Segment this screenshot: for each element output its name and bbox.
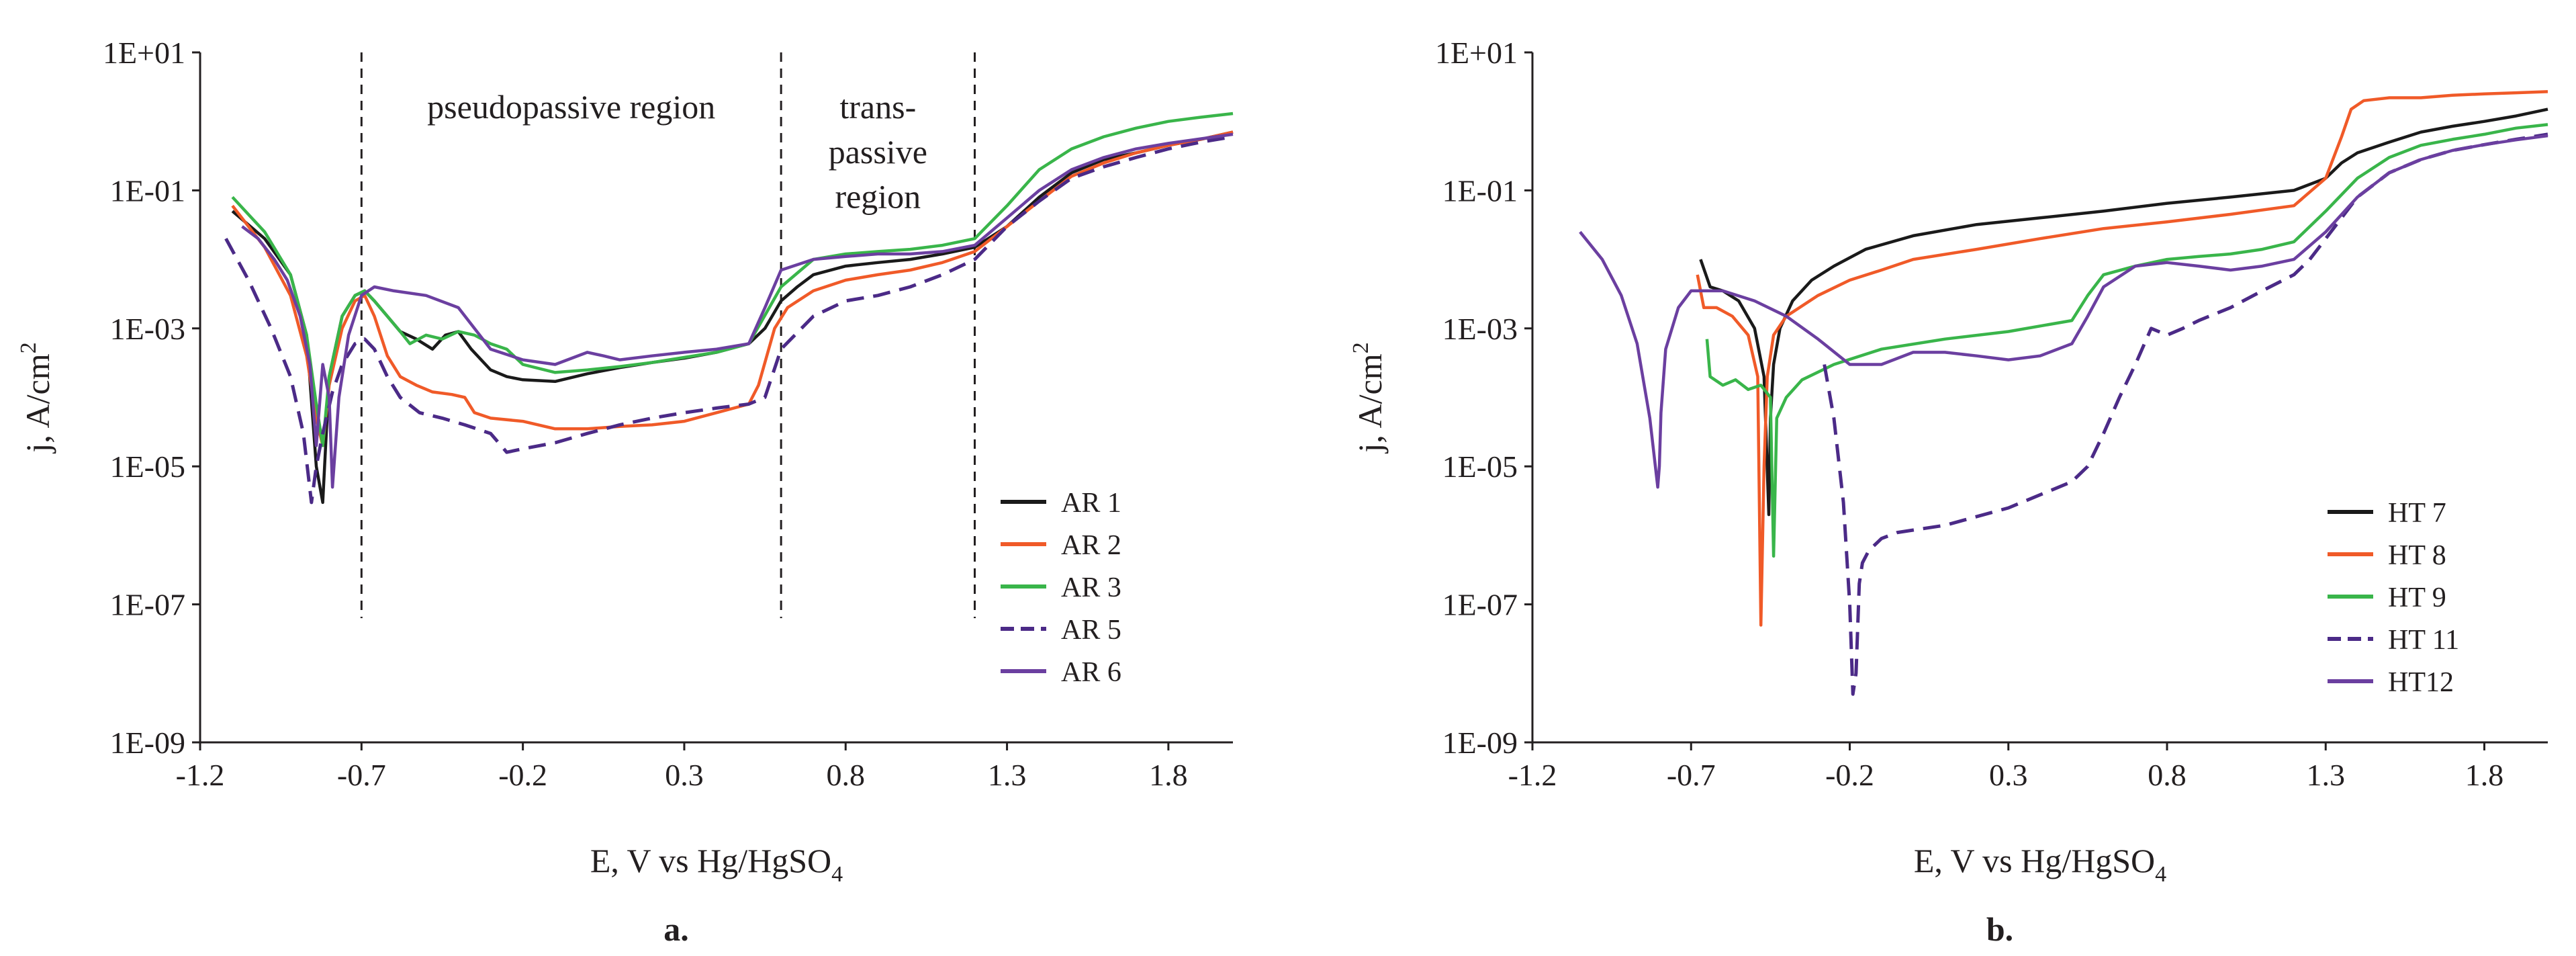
- legend-label: HT 7: [2388, 498, 2446, 529]
- series-line-ar-6: [241, 132, 1234, 489]
- y-axis-label-superscript: 2: [1348, 342, 1373, 353]
- x-axis-label-main: E, V vs Hg/HgSO: [1914, 842, 2155, 879]
- x-tick-label: 1.3: [988, 758, 1027, 792]
- region-annotation: pseudopassive region: [427, 88, 715, 126]
- panel-label-b: b.: [1986, 910, 2013, 948]
- legend-label: AR 6: [1061, 657, 1121, 688]
- x-axis-label: E, V vs Hg/HgSO4: [1914, 842, 2166, 887]
- y-tick-label: 1E+01: [103, 36, 185, 70]
- y-tick-label: 1E-07: [1442, 588, 1518, 622]
- x-tick-label: 0.3: [1989, 758, 2028, 792]
- y-tick-label: 1E+01: [1435, 36, 1518, 70]
- x-tick-label: -1.2: [1508, 758, 1557, 792]
- x-tick-label: -1.2: [176, 758, 225, 792]
- series-line-ht-9: [1705, 123, 2548, 558]
- series-line-ht12: [1579, 134, 2548, 489]
- x-tick-label: 1.8: [1149, 758, 1188, 792]
- y-axis-label-main: j, A/cm: [19, 353, 56, 453]
- x-tick-label: 0.8: [827, 758, 866, 792]
- legend-label: HT 9: [2388, 582, 2446, 613]
- series-line-ar-1: [231, 130, 1234, 505]
- series-line-ht-7: [1699, 107, 2548, 517]
- legend-label: AR 5: [1061, 615, 1121, 646]
- y-tick-label: 1E-03: [1442, 312, 1518, 346]
- x-tick-label: -0.2: [498, 758, 547, 792]
- x-tick-label: 1.8: [2465, 758, 2504, 792]
- x-axis-label-subscript: 4: [831, 862, 843, 887]
- x-axis-label: E, V vs Hg/HgSO4: [590, 842, 843, 887]
- chart-panel-b: -1.2 -0.7 -0.2 0.3 0.8 1.3 1.8 1E-09 1E-07 1E-05 1…: [1348, 36, 2548, 948]
- y-axis-label-superscript: 2: [16, 342, 41, 353]
- legend-label: HT 11: [2388, 625, 2459, 656]
- y-tick-label: 1E-01: [1442, 173, 1518, 208]
- chart-panel-a: -1.2 -0.7 -0.2 0.3 0.8 1.3 1.8 1E-09 1E-07 1E-05 1…: [16, 36, 1234, 948]
- series-line-ar-5: [224, 135, 1234, 505]
- y-tick-label: 1E-05: [1442, 449, 1518, 484]
- y-tick-label: 1E-07: [110, 588, 185, 622]
- x-tick-label: 1.3: [2307, 758, 2346, 792]
- x-tick-label: 0.8: [2148, 758, 2187, 792]
- y-tick-label: 1E-05: [110, 449, 185, 484]
- series-line-ht-8: [1696, 90, 2548, 627]
- x-axis-label-subscript: 4: [2155, 862, 2166, 887]
- legend-label: HT12: [2388, 667, 2454, 698]
- legend-label: AR 2: [1061, 530, 1121, 561]
- panel-label-a: a.: [663, 910, 689, 948]
- x-tick-label: -0.7: [1667, 758, 1716, 792]
- region-annotation: trans-: [839, 88, 916, 126]
- series-line-ar-3: [231, 112, 1234, 447]
- y-tick-label: 1E-09: [1442, 726, 1518, 760]
- x-axis-label-main: E, V vs Hg/HgSO: [590, 842, 831, 879]
- series-line-ht-11: [1823, 132, 2548, 696]
- legend-label: AR 3: [1061, 572, 1121, 603]
- y-tick-label: 1E-03: [110, 312, 185, 346]
- y-axis-label-main: j, A/cm: [1351, 353, 1389, 453]
- legend-label: HT 8: [2388, 540, 2446, 571]
- x-tick-label: -0.2: [1825, 758, 1874, 792]
- x-tick-label: 0.3: [665, 758, 704, 792]
- region-annotation: passive: [829, 133, 927, 171]
- y-tick-label: 1E-09: [110, 726, 185, 760]
- y-axis-label: j, A/cm2: [16, 342, 56, 453]
- y-tick-label: 1E-01: [110, 173, 185, 208]
- y-axis-label: j, A/cm2: [1348, 342, 1389, 453]
- x-tick-label: -0.7: [337, 758, 386, 792]
- legend-label: AR 1: [1061, 488, 1121, 519]
- region-annotation: region: [835, 178, 921, 216]
